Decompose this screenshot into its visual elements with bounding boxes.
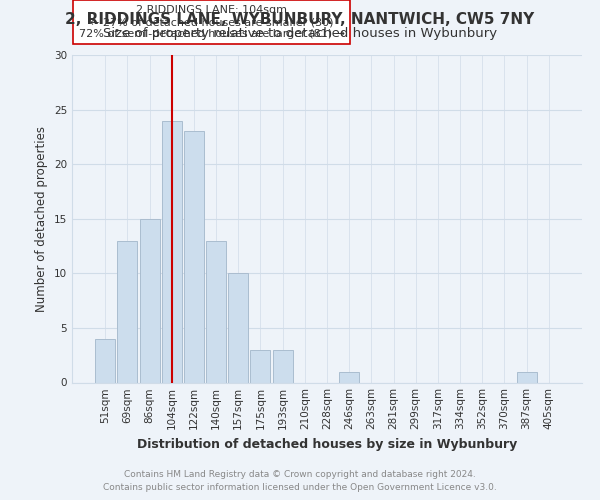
Bar [184,132,204,382]
Bar [228,274,248,382]
Bar [339,372,359,382]
Bar [95,339,115,382]
Text: 2, RIDDINGS LANE, WYBUNBURY, NANTWICH, CW5 7NY: 2, RIDDINGS LANE, WYBUNBURY, NANTWICH, C… [65,12,535,28]
Bar [162,120,182,382]
Bar [272,350,293,382]
Bar [118,240,137,382]
Bar [250,350,271,382]
Text: Size of property relative to detached houses in Wybunbury: Size of property relative to detached ho… [103,28,497,40]
X-axis label: Distribution of detached houses by size in Wybunbury: Distribution of detached houses by size … [137,438,517,451]
Bar [517,372,536,382]
Y-axis label: Number of detached properties: Number of detached properties [35,126,49,312]
Text: 2 RIDDINGS LANE: 104sqm
← 27% of detached houses are smaller (30)
72% of semi-de: 2 RIDDINGS LANE: 104sqm ← 27% of detache… [79,6,344,38]
Bar [206,240,226,382]
Bar [140,219,160,382]
Text: Contains HM Land Registry data © Crown copyright and database right 2024.
Contai: Contains HM Land Registry data © Crown c… [103,470,497,492]
